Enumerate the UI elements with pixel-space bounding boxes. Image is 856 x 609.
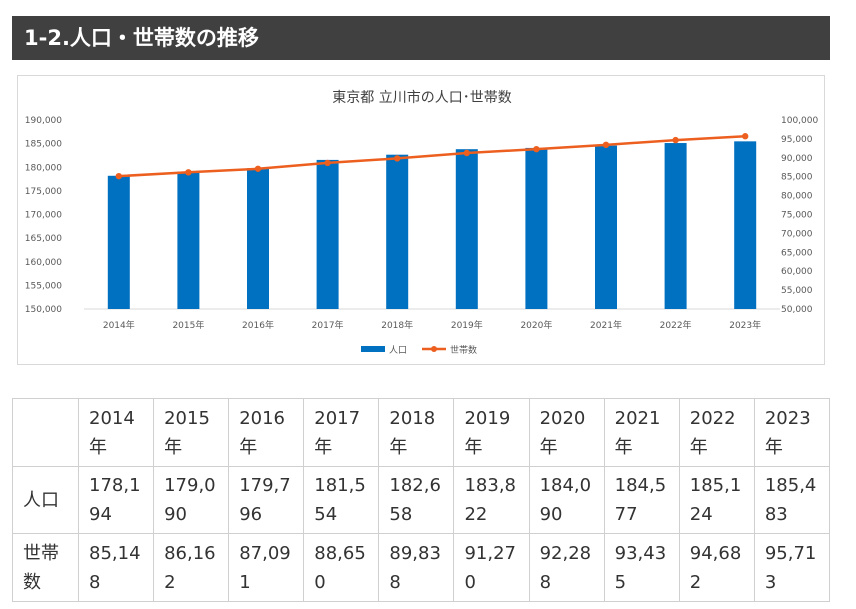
table-cell: 179,796	[228, 466, 305, 534]
x-tick-label: 2017年	[312, 319, 344, 331]
table-cell: 89,838	[378, 533, 455, 602]
y-right-tick-label: 85,000	[781, 173, 813, 183]
household-point	[324, 159, 331, 167]
section-title: 1-2.人口・世帯数の推移	[12, 16, 830, 60]
population-bar	[595, 145, 617, 309]
y-left-tick-label: 190,000	[25, 116, 62, 126]
y-right-tick-label: 75,000	[781, 211, 813, 221]
table-cell: 178,194	[77, 466, 155, 534]
population-bar	[107, 175, 130, 309]
table-corner-cell	[12, 398, 79, 467]
year-header-cell: 2014年	[77, 398, 155, 467]
table-cell: 95,713	[753, 533, 831, 602]
year-header-cell: 2020年	[528, 398, 605, 467]
x-tick-label: 2015年	[172, 319, 204, 331]
y-left-tick-label: 165,000	[25, 234, 62, 244]
year-header-cell: 2019年	[453, 398, 530, 467]
population-bar	[247, 168, 269, 309]
x-tick-label: 2018年	[381, 319, 413, 331]
year-header-cell: 2023年	[753, 398, 831, 467]
year-header-cell: 2016年	[228, 398, 305, 467]
y-right-tick-label: 100,000	[781, 116, 818, 126]
year-header-cell: 2021年	[603, 398, 680, 467]
legend-population-label: 人口	[389, 345, 407, 356]
legend-household-marker	[431, 346, 437, 352]
y-left-tick-label: 150,000	[25, 305, 62, 315]
population-bar	[455, 149, 478, 309]
population-bar	[386, 154, 409, 309]
legend-population-swatch	[361, 346, 385, 352]
table-cell: 184,577	[603, 466, 680, 534]
household-point	[185, 169, 192, 176]
legend-household-label: 世帯数	[450, 344, 477, 356]
household-point	[254, 165, 262, 172]
year-header-cell: 2015年	[153, 398, 230, 467]
household-line	[118, 134, 746, 178]
y-left-tick-label: 155,000	[25, 281, 62, 291]
table-cell: 94,682	[678, 533, 755, 602]
y-right-tick-label: 50,000	[781, 305, 813, 315]
table-cell: 184,090	[528, 466, 605, 534]
household-point	[533, 145, 540, 153]
table-cell: 181,554	[303, 466, 380, 534]
table-cell: 179,090	[153, 466, 230, 534]
table-cell: 92,288	[528, 533, 605, 602]
x-tick-label: 2023年	[729, 319, 761, 331]
x-tick-label: 2014年	[103, 319, 135, 331]
y-left-tick-label: 160,000	[25, 258, 62, 268]
y-left-tick-label: 170,000	[25, 211, 62, 221]
x-tick-label: 2020年	[520, 319, 552, 331]
y-right-tick-label: 70,000	[781, 229, 813, 239]
table-cell: 88,650	[303, 533, 380, 602]
table-cell: 85,148	[77, 533, 155, 602]
household-point	[463, 149, 470, 157]
x-tick-label: 2016年	[242, 319, 274, 331]
year-header-cell: 2017年	[303, 398, 380, 467]
row-label-cell: 世帯数	[12, 533, 79, 602]
household-point	[394, 155, 401, 162]
table-cell: 87,091	[228, 533, 305, 602]
population-bar	[177, 171, 200, 309]
population-bar	[734, 141, 757, 309]
y-right-tick-label: 80,000	[781, 192, 813, 202]
year-header-cell: 2022年	[678, 398, 755, 467]
table-cell: 86,162	[153, 533, 230, 602]
y-right-tick-label: 95,000	[781, 135, 813, 145]
population-bar	[316, 159, 339, 309]
year-header-cell: 2018年	[378, 398, 455, 467]
y-left-tick-label: 175,000	[25, 187, 62, 197]
household-point	[602, 141, 610, 149]
household-point	[115, 172, 123, 180]
y-right-tick-label: 60,000	[781, 267, 813, 277]
y-right-tick-label: 90,000	[781, 154, 813, 164]
household-point	[672, 136, 679, 144]
table-cell: 182,658	[378, 466, 455, 534]
population-household-chart: 東京都 立川市の人口･世帯数 150,000 155,000 160,000 165,0…	[25, 89, 819, 356]
table-row: 世帯数 85,148 86,162 87,091 88,650 89,838 91,270 9…	[12, 533, 831, 602]
x-tick-label: 2021年	[590, 319, 622, 331]
table-row: 人口 178,194 179,090 179,796 181,554 182,658 183…	[12, 466, 831, 534]
population-table: 2014年 2015年 2016年 2017年 2018年 2019年 2020年 2021年…	[12, 398, 831, 602]
table-cell: 185,124	[678, 466, 755, 534]
y-right-tick-label: 65,000	[781, 248, 813, 258]
table-cell: 93,435	[603, 533, 680, 602]
household-point	[742, 133, 749, 140]
population-bar	[525, 147, 548, 309]
table-header-row: 2014年 2015年 2016年 2017年 2018年 2019年 2020年 2021年…	[12, 398, 831, 467]
population-bar	[664, 143, 687, 309]
x-tick-label: 2022年	[660, 319, 692, 331]
y-right-tick-label: 55,000	[781, 286, 813, 296]
chart-title: 東京都 立川市の人口･世帯数	[332, 89, 511, 106]
table-cell: 185,483	[753, 466, 831, 534]
table-cell: 91,270	[453, 533, 530, 602]
y-left-tick-label: 180,000	[25, 163, 62, 173]
y-left-tick-label: 185,000	[25, 140, 62, 150]
x-tick-label: 2019年	[451, 319, 483, 331]
chart-container: 東京都 立川市の人口･世帯数 150,000 155,000 160,000 165,0…	[17, 75, 825, 365]
row-label-cell: 人口	[12, 466, 79, 534]
table-cell: 183,822	[453, 466, 530, 534]
